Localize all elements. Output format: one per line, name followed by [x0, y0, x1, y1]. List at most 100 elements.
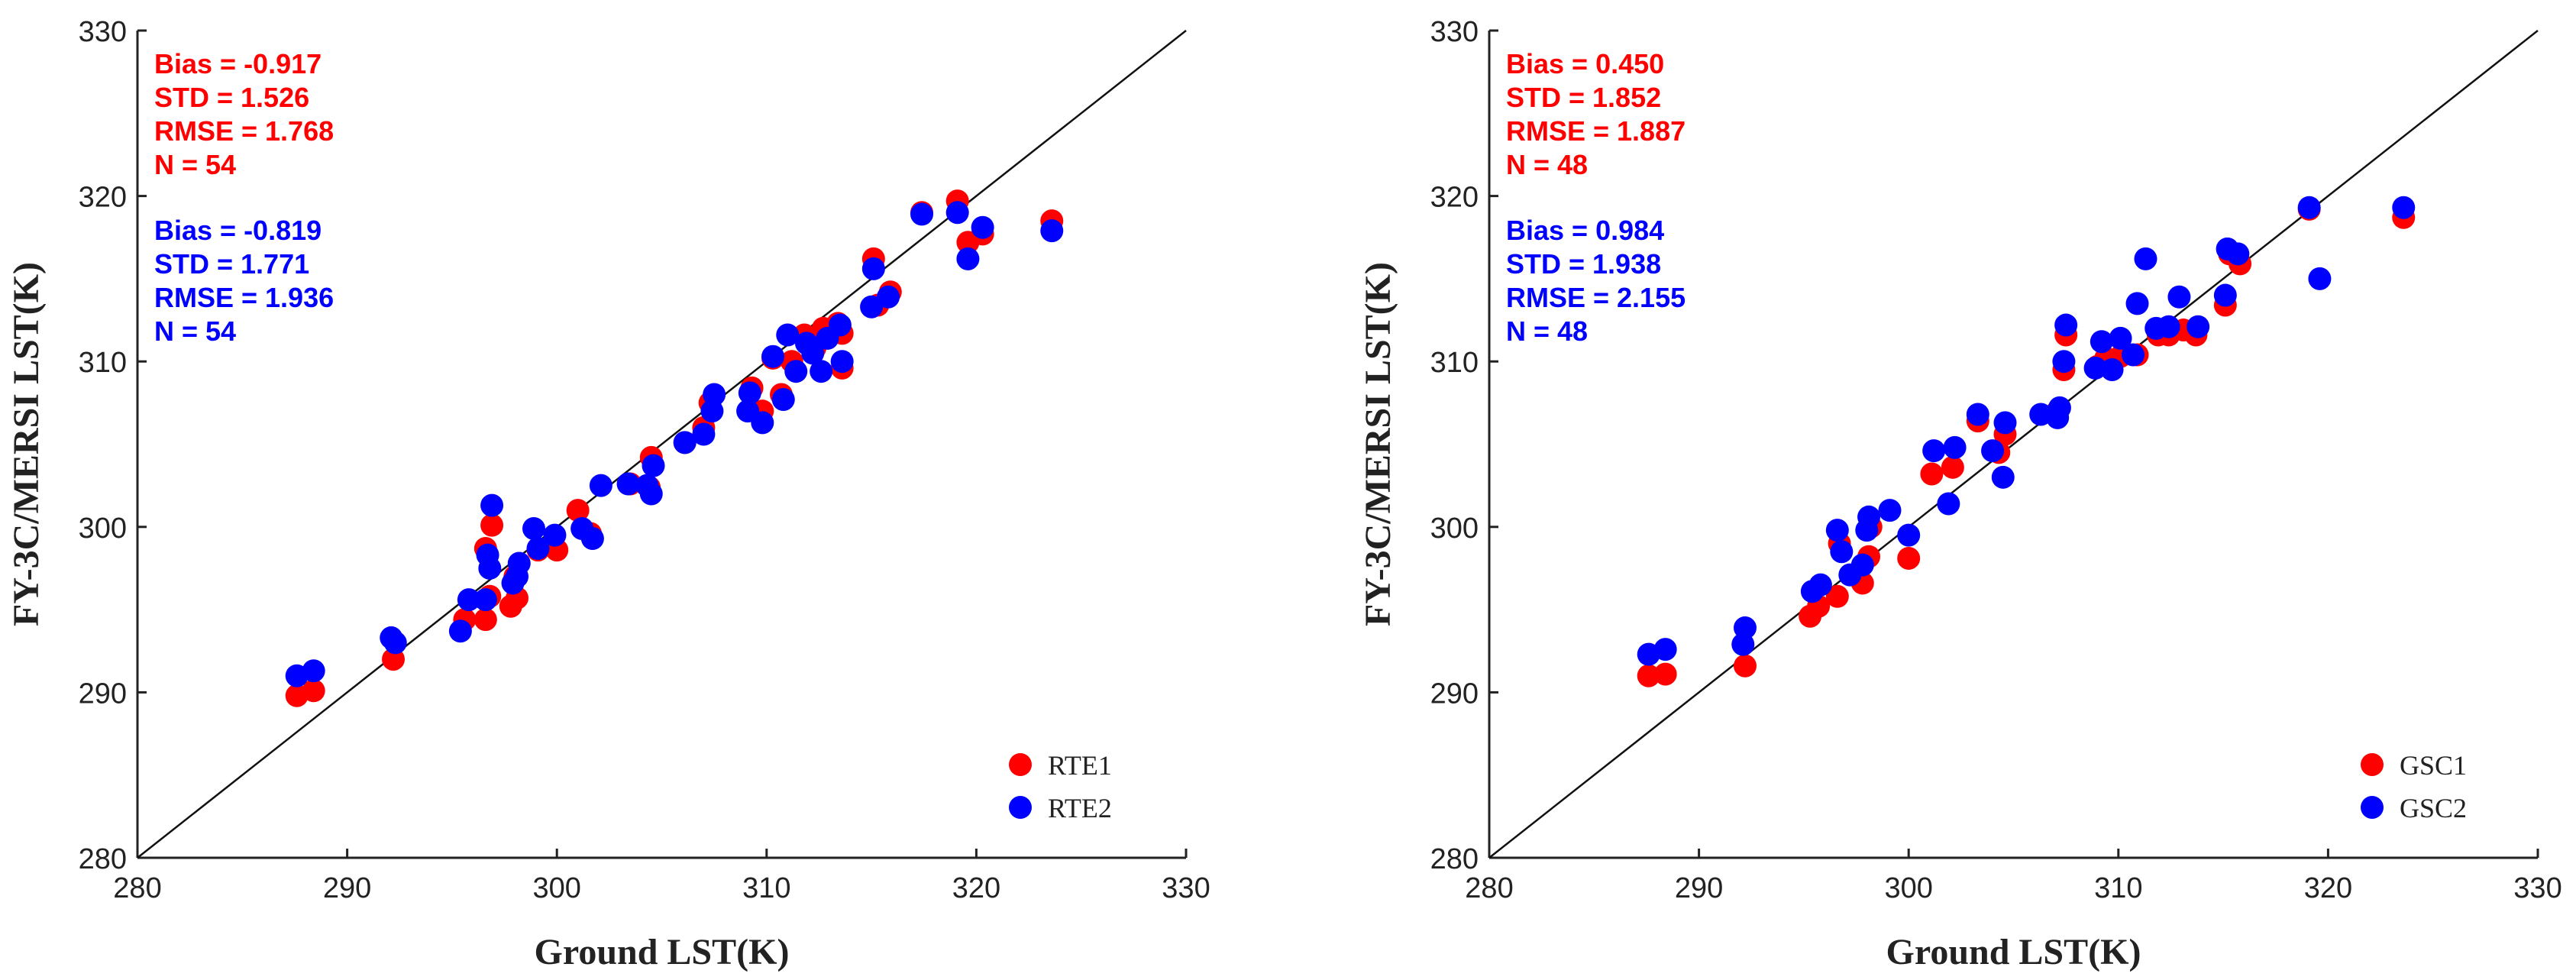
data-point-gsc2	[1937, 492, 1960, 516]
data-point-rte2	[543, 523, 567, 547]
data-point-gsc2	[2308, 267, 2332, 290]
data-point-gsc2	[2167, 285, 2191, 309]
legend-label-gsc2: GSC2	[2400, 793, 2467, 823]
data-point-rte2	[526, 536, 550, 560]
data-point-rte2	[692, 422, 716, 446]
y-tick-label: 290	[1430, 678, 1479, 710]
data-point-gsc2	[1850, 553, 1874, 577]
stat-text: RMSE = 1.936	[154, 282, 334, 313]
data-point-gsc2	[2109, 326, 2132, 350]
x-axis-label: Ground LST(K)	[535, 932, 790, 972]
data-point-rte2	[616, 472, 640, 496]
stat-text: RMSE = 1.887	[1506, 115, 1686, 147]
data-point-rte1	[302, 679, 325, 703]
x-tick-label: 310	[2094, 872, 2142, 904]
data-point-rte2	[861, 257, 885, 280]
stat-text: Bias = -0.917	[154, 48, 322, 79]
y-axis-label: FY-3C/MERSI LST(K)	[1358, 262, 1398, 626]
y-tick-label: 310	[79, 347, 127, 379]
x-tick-label: 280	[113, 872, 161, 904]
data-point-rte2	[478, 556, 502, 580]
data-point-gsc2	[1830, 540, 1854, 564]
data-point-gsc2	[2187, 315, 2210, 338]
data-point-rte2	[507, 551, 531, 575]
stat-text: Bias = -0.819	[154, 215, 322, 246]
data-point-rte2	[457, 588, 480, 612]
data-point-gsc2	[2048, 396, 2071, 419]
y-tick-label: 310	[1430, 347, 1479, 379]
data-point-rte2	[945, 201, 969, 225]
data-point-rte2	[673, 431, 697, 454]
x-axis-label: Ground LST(K)	[1886, 932, 2141, 972]
y-tick-label: 290	[79, 678, 127, 710]
stat-text: N = 48	[1506, 315, 1588, 347]
series-rte2	[285, 201, 1064, 687]
data-point-rte1	[474, 608, 497, 632]
data-point-rte2	[830, 350, 854, 374]
data-point-gsc2	[2392, 196, 2416, 219]
data-point-rte2	[580, 526, 604, 550]
y-tick-label: 330	[1430, 16, 1479, 48]
data-point-gsc1	[1825, 584, 1849, 608]
data-point-rte2	[448, 619, 472, 643]
data-point-rte2	[474, 588, 497, 612]
data-point-rte2	[642, 454, 665, 477]
data-point-rte2	[383, 631, 407, 655]
data-point-rte2	[639, 482, 663, 506]
data-point-gsc1	[1897, 546, 1921, 570]
y-tick-label: 320	[79, 182, 127, 214]
data-point-gsc2	[2122, 343, 2145, 367]
data-point-gsc1	[1734, 654, 1757, 678]
legend-marker-gsc2	[2361, 796, 2384, 819]
stat-text: Bias = 0.984	[1506, 215, 1664, 246]
data-point-gsc2	[1922, 439, 1946, 463]
y-tick-label: 330	[79, 16, 127, 48]
x-tick-label: 330	[2513, 872, 2561, 904]
stat-text: STD = 1.938	[1506, 248, 1661, 280]
data-point-rte2	[480, 493, 504, 517]
data-point-gsc2	[2226, 242, 2250, 266]
legend-label-rte2: RTE2	[1048, 793, 1112, 823]
data-point-rte2	[761, 344, 785, 368]
data-point-gsc2	[1943, 435, 1967, 459]
data-point-gsc2	[1734, 616, 1757, 639]
data-point-rte2	[784, 360, 808, 383]
series-rte1	[285, 189, 1064, 707]
x-tick-label: 290	[1675, 872, 1723, 904]
data-point-gsc2	[2100, 358, 2124, 382]
x-tick-label: 320	[2304, 872, 2352, 904]
y-tick-label: 300	[1430, 513, 1479, 545]
data-point-gsc1	[1920, 462, 1944, 486]
x-tick-label: 280	[1465, 872, 1513, 904]
data-point-gsc2	[2297, 196, 2321, 219]
stat-text: Bias = 0.450	[1506, 48, 1664, 79]
legend-label-gsc1: GSC1	[2400, 750, 2467, 781]
data-point-rte2	[877, 285, 900, 309]
data-point-rte2	[738, 381, 761, 405]
data-point-rte2	[522, 516, 545, 540]
data-point-gsc2	[1825, 519, 1849, 542]
data-point-rte2	[910, 202, 934, 226]
data-point-gsc1	[1637, 664, 1660, 687]
data-point-rte2	[801, 341, 825, 365]
data-point-rte2	[771, 388, 795, 412]
data-point-rte2	[828, 313, 852, 337]
data-point-rte1	[566, 499, 590, 522]
data-point-gsc2	[2052, 350, 2076, 374]
stat-text: STD = 1.771	[154, 248, 309, 280]
stat-text: STD = 1.852	[1506, 82, 1661, 113]
one-to-one-line	[137, 30, 1187, 859]
legend-label-rte1: RTE1	[1048, 750, 1112, 781]
data-point-gsc2	[2083, 356, 2107, 380]
data-point-gsc2	[2157, 315, 2180, 338]
data-point-gsc2	[1857, 505, 1881, 529]
x-tick-label: 300	[1884, 872, 1932, 904]
data-point-rte2	[302, 659, 325, 683]
data-point-gsc2	[1808, 573, 1832, 597]
data-point-gsc2	[1966, 403, 1989, 426]
data-point-rte2	[1040, 219, 1064, 243]
data-point-gsc2	[1878, 499, 1902, 522]
data-point-gsc2	[2054, 313, 2078, 337]
